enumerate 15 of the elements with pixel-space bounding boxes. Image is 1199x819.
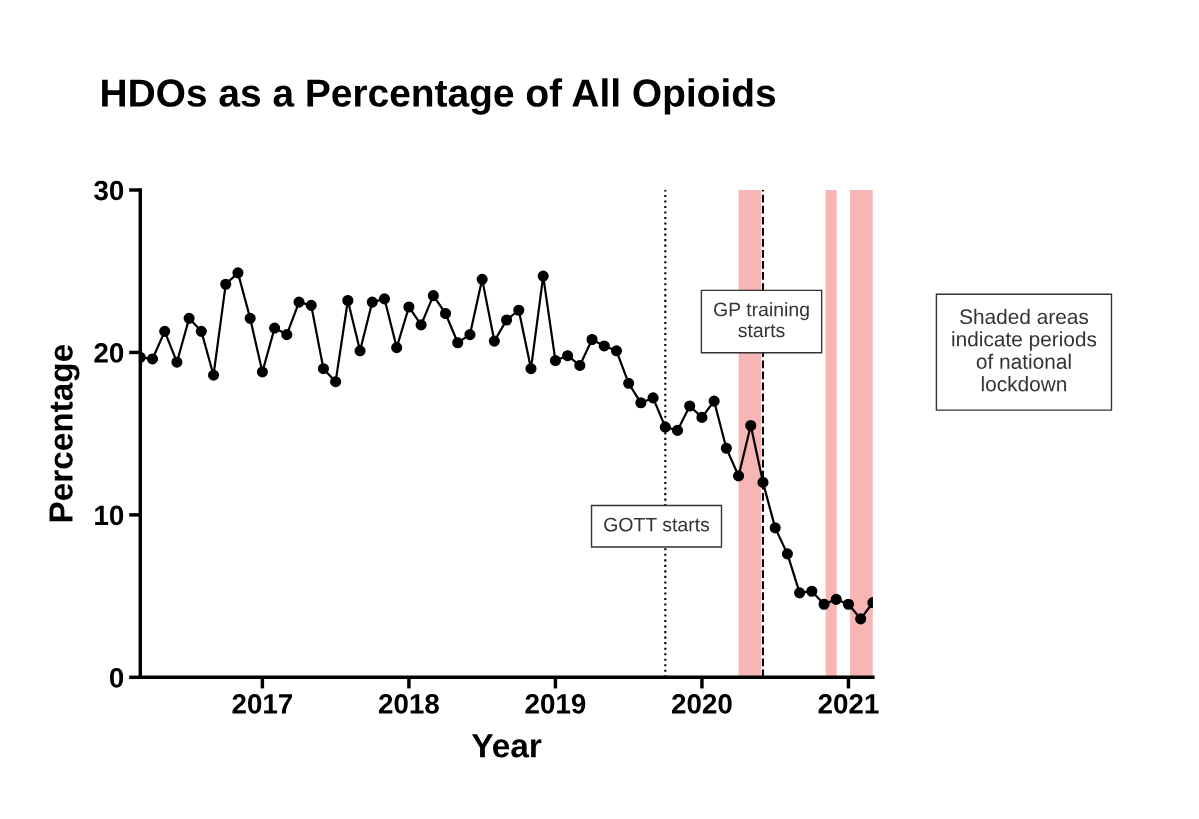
x-tick-label: 2018 — [378, 694, 439, 714]
x-tick-label: 2021 — [818, 694, 879, 714]
text: Shaded areas indicate periods of national lockdown — [952, 308, 1097, 392]
y-tick-label: 20 — [94, 343, 124, 363]
y-tick-label: 0 — [109, 667, 124, 688]
y-axis-title: Percentage — [49, 344, 80, 522]
ref-line-label: GOTT starts — [604, 517, 710, 532]
x-axis-title: Year — [471, 734, 542, 758]
y-tick-label: 10 — [95, 505, 124, 526]
y-tick-label: 30 — [94, 180, 124, 201]
ref-line-label: GP training starts — [714, 302, 809, 338]
x-tick-label: 2020 — [672, 694, 732, 714]
x-tick-label: 2017 — [232, 694, 293, 714]
x-tick-label: 2019 — [525, 694, 586, 714]
chart-title: HDOs as a Percentage of All Opioids — [102, 78, 776, 115]
